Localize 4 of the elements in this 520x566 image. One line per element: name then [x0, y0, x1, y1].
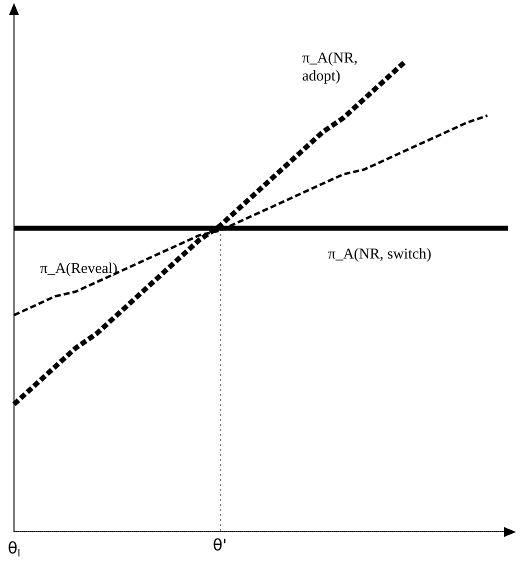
series-label: π_A(NR, adopt) [302, 50, 362, 85]
series-label: π_A(Reveal) [40, 261, 118, 278]
series-label: π_A(NR, switch) [328, 246, 432, 262]
x-tick-label: θ' [212, 536, 227, 554]
